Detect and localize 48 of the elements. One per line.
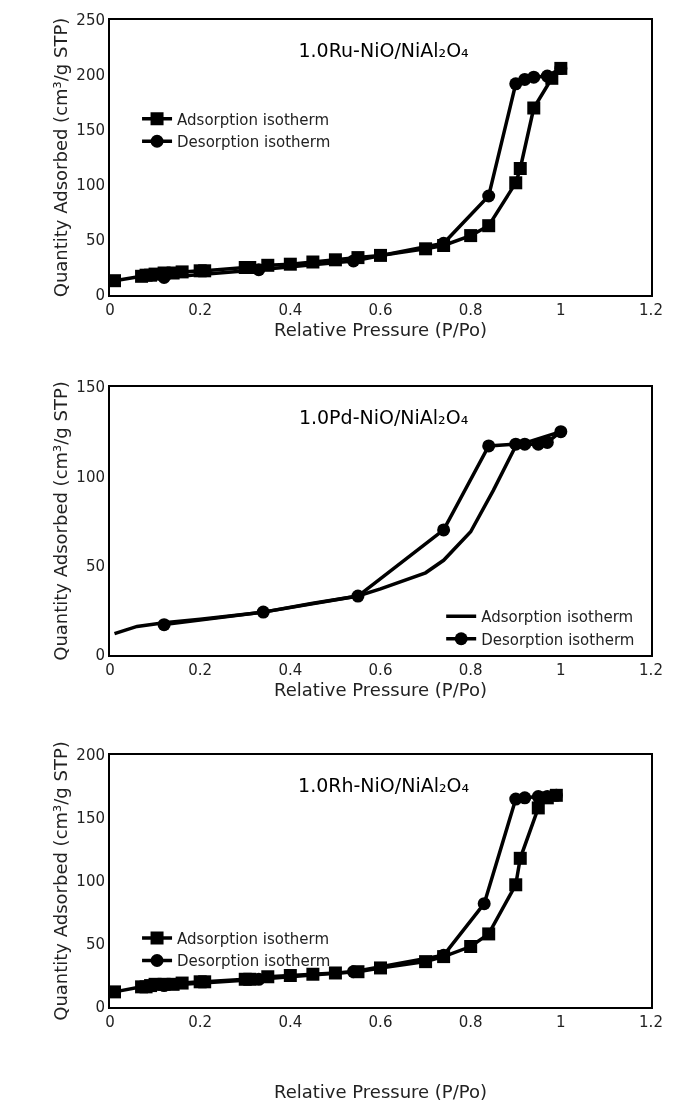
x-tick-label: 1 [556,1013,566,1031]
x-axis-title: Relative Pressure (P/Po) [273,679,488,700]
y-tick-label: 100 [76,467,105,486]
x-tick-label: 0.8 [458,301,483,319]
y-tick-label: 0 [95,998,105,1017]
legend-label: Desorption isotherm [177,952,331,971]
y-tick-label: 100 [76,872,105,891]
y-tick-label: 50 [85,935,105,954]
x-tick-label: 0.4 [278,1013,303,1031]
legend-label: Adsorption isotherm [177,110,330,129]
x-axis-title: Relative Pressure (P/Po) [273,319,488,340]
y-tick-label: 250 [76,11,105,30]
x-tick-label: 0.2 [188,301,213,319]
x-tick-label: 1 [556,301,566,319]
y-tick-label: 200 [76,66,105,85]
x-tick-label: 0.2 [188,661,213,679]
legend-label: Adsorption isotherm [481,608,634,627]
y-tick-label: 200 [76,746,105,765]
x-tick-label: 0.6 [368,1013,393,1031]
x-axis-title: Relative Pressure (P/Po) [273,1080,488,1102]
x-tick-label: 0.6 [368,661,393,679]
x-tick-label: 1 [556,661,566,679]
legend-label: Adsorption isotherm [177,929,330,948]
x-tick-label: 0.8 [458,661,483,679]
text: 1.0Pd-NiO/NiAl₂O₄ [298,405,469,428]
y-axis-title: Quantity Adsorbed (cm³/g STP) [50,381,72,661]
y-tick-label: 0 [95,286,105,305]
y-tick-label: 150 [76,378,105,397]
y-tick-label: 50 [85,556,105,575]
y-tick-label: 150 [76,809,105,828]
text: 1.0Ru-NiO/NiAl₂O₄ [298,38,470,61]
y-tick-label: 0 [95,646,105,665]
x-tick-label: 1.2 [639,1013,663,1031]
x-tick-label: 1.2 [639,301,663,319]
x-tick-label: 0.2 [188,1013,213,1031]
legend-label: Desorption isotherm [177,133,331,152]
x-tick-label: 1.2 [639,661,663,679]
x-tick-label: 0.4 [278,301,303,319]
y-tick-label: 150 [76,121,105,140]
y-tick-label: 50 [85,231,105,250]
y-axis-title: Quantity Adsorbed (cm³/g STP) [50,17,72,298]
text: 1.0Rh-NiO/NiAl₂O₄ [298,773,470,796]
x-tick-label: 0.4 [278,661,303,679]
x-tick-label: 0.8 [458,1013,483,1031]
y-axis-title: Quantity Adsorbed (cm³/g STP) [50,741,72,1021]
legend-label: Desorption isotherm [481,630,635,649]
y-tick-label: 100 [76,176,105,195]
x-tick-label: 0.6 [368,301,393,319]
